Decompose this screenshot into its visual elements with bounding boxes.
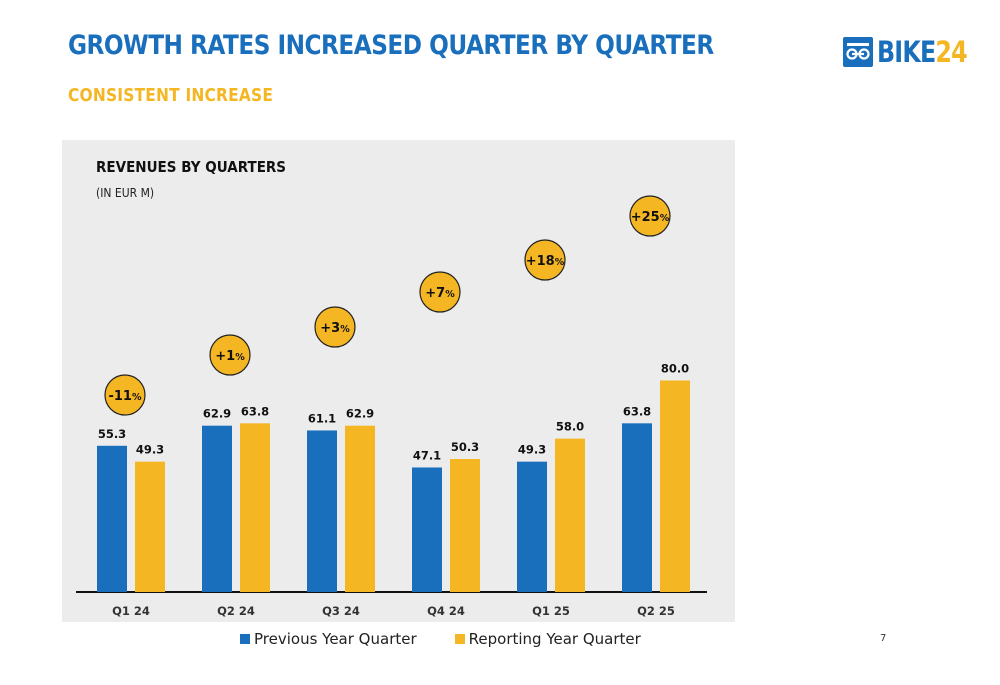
x-tick-label-q3-24: Q3 24 (322, 604, 360, 618)
growth-bubble-q1-25 (524, 239, 566, 281)
logo-wordmark: BIKE24 (877, 35, 968, 69)
bar-reporting-q3-24 (345, 425, 375, 592)
growth-label-q1-24: -11% (108, 389, 142, 404)
x-tick-label-q1-24: Q1 24 (112, 604, 150, 618)
data-label-previous-q2-25: 63.8 (623, 404, 651, 418)
growth-bubble-q2-24 (209, 334, 251, 376)
data-label-reporting-q4-24: 50.3 (451, 440, 479, 454)
data-label-previous-q4-24: 47.1 (413, 448, 441, 462)
bike-chain-icon (843, 37, 873, 67)
bar-previous-q1-25 (517, 461, 547, 592)
growth-bubble-q1-24 (104, 374, 146, 416)
bike24-logo: BIKE24 (843, 34, 975, 70)
data-label-reporting-q1-25: 58.0 (556, 420, 584, 434)
data-label-reporting-q1-24: 49.3 (136, 443, 164, 457)
bar-previous-q3-24 (307, 430, 337, 592)
legend-swatch-previous-year (240, 634, 250, 644)
legend-label-reporting-year: Reporting Year Quarter (468, 630, 641, 648)
x-tick-label-q4-24: Q4 24 (427, 604, 465, 618)
data-label-previous-q1-25: 49.3 (518, 443, 546, 457)
growth-label-q3-24: +3% (320, 321, 350, 336)
bar-previous-q2-24 (202, 425, 232, 592)
bar-previous-q4-24 (412, 467, 442, 592)
growth-bubble-q4-24 (419, 271, 461, 313)
growth-label-q1-25: +18% (526, 254, 565, 269)
bar-reporting-q4-24 (450, 459, 480, 592)
legend-label-previous-year: Previous Year Quarter (254, 630, 417, 648)
data-label-previous-q3-24: 61.1 (308, 411, 336, 425)
growth-label-q2-25: +25% (631, 210, 670, 225)
data-label-reporting-q3-24: 62.9 (346, 407, 374, 421)
growth-label-q2-24: +1% (215, 349, 245, 364)
legend-item-reporting-year: Reporting Year Quarter (454, 630, 641, 648)
bar-reporting-q2-25 (660, 380, 690, 592)
growth-bubble-q3-24 (314, 306, 356, 348)
bar-reporting-q2-24 (240, 423, 270, 592)
data-label-reporting-q2-25: 80.0 (661, 361, 689, 375)
x-tick-label-q2-25: Q2 25 (637, 604, 675, 618)
bar-reporting-q1-24 (135, 461, 165, 592)
chart-unit: (IN EUR M) (96, 186, 155, 200)
growth-label-q4-24: +7% (425, 286, 455, 301)
data-label-previous-q2-24: 62.9 (203, 407, 231, 421)
bar-previous-q1-24 (97, 445, 127, 592)
x-tick-label-q2-24: Q2 24 (217, 604, 255, 618)
chart-title: REVENUES BY QUARTERS (96, 158, 287, 176)
page-title: GROWTH RATES INCREASED QUARTER BY QUARTE… (68, 30, 714, 61)
chart-legend: Previous Year Quarter Reporting Year Qua… (240, 630, 679, 648)
bar-reporting-q1-25 (555, 438, 585, 592)
logo-text-number: 24 (935, 35, 967, 69)
legend-item-previous-year: Previous Year Quarter (240, 630, 417, 648)
x-tick-label-q1-25: Q1 25 (532, 604, 570, 618)
legend-swatch-reporting-year (454, 634, 465, 644)
data-label-previous-q1-24: 55.3 (98, 427, 126, 441)
page-number: 7 (880, 633, 887, 644)
growth-bubble-q2-25 (629, 195, 671, 237)
page-subtitle: CONSISTENT INCREASE (68, 85, 274, 106)
logo-text-main: BIKE (877, 35, 936, 69)
data-label-reporting-q2-24: 63.8 (241, 404, 269, 418)
bar-previous-q2-25 (622, 423, 652, 592)
